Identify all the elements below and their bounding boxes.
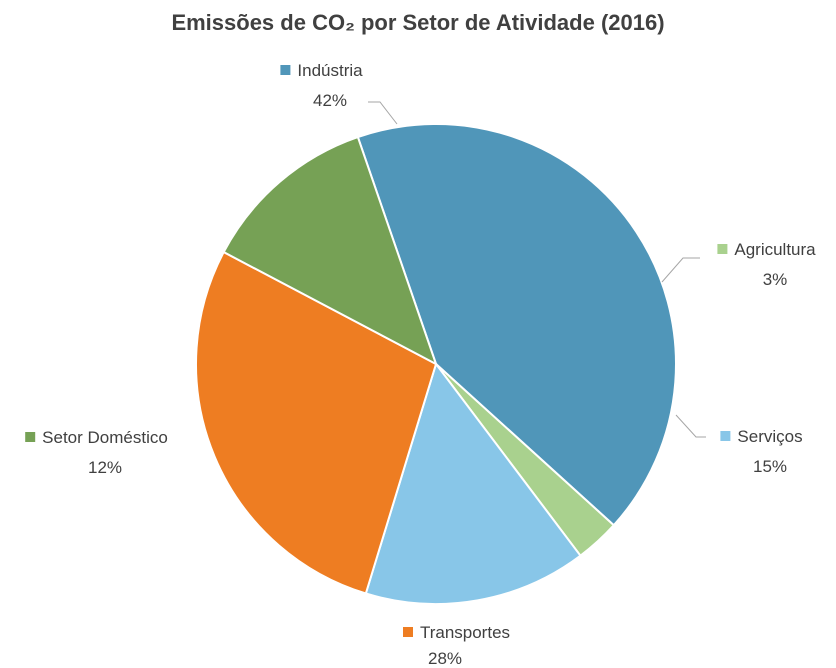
leader-line <box>368 101 398 125</box>
chart-title: Emissões de CO₂ por Setor de Atividade (… <box>171 10 665 35</box>
leader-line <box>675 414 706 438</box>
slice-percent-label: 28% <box>428 649 462 668</box>
legend-marker <box>403 627 413 637</box>
pie-slice-transportes <box>195 250 438 595</box>
pie-slice-servi-os <box>364 361 582 605</box>
pie-slice-ind-stria <box>356 123 677 527</box>
slices-layer <box>195 123 677 605</box>
slice-percent-label: 12% <box>88 458 122 477</box>
slice-name-label: Setor Doméstico <box>42 428 168 447</box>
slice-percent-label: 3% <box>763 270 788 289</box>
leader-line <box>661 257 700 283</box>
pie-slice-setor-dom-stico <box>222 135 438 367</box>
legend-marker <box>720 431 731 441</box>
slice-percent-label: 15% <box>753 457 787 476</box>
slice-percent-label: 42% <box>313 91 347 110</box>
legend-marker <box>280 65 291 75</box>
leader-lines <box>368 101 706 438</box>
legend-marker <box>717 244 728 254</box>
slice-name-label: Serviços <box>737 427 802 446</box>
slice-name-label: Transportes <box>420 623 510 642</box>
slice-labels: Indústria 42% Agricultura 3% Serviços 15% Tran… <box>25 61 816 668</box>
legend-marker <box>25 432 36 442</box>
slice-name-label: Agricultura <box>734 240 816 259</box>
slice-name-label: Indústria <box>297 61 363 80</box>
